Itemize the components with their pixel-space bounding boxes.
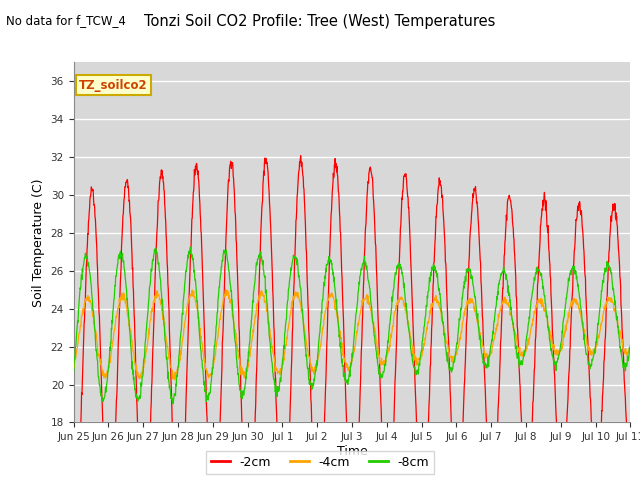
Text: No data for f_TCW_4: No data for f_TCW_4: [6, 14, 126, 27]
Text: TZ_soilco2: TZ_soilco2: [79, 79, 148, 92]
Legend: -2cm, -4cm, -8cm: -2cm, -4cm, -8cm: [206, 451, 434, 474]
Text: Tonzi Soil CO2 Profile: Tree (West) Temperatures: Tonzi Soil CO2 Profile: Tree (West) Temp…: [144, 14, 496, 29]
Y-axis label: Soil Temperature (C): Soil Temperature (C): [32, 178, 45, 307]
X-axis label: Time: Time: [337, 445, 367, 458]
